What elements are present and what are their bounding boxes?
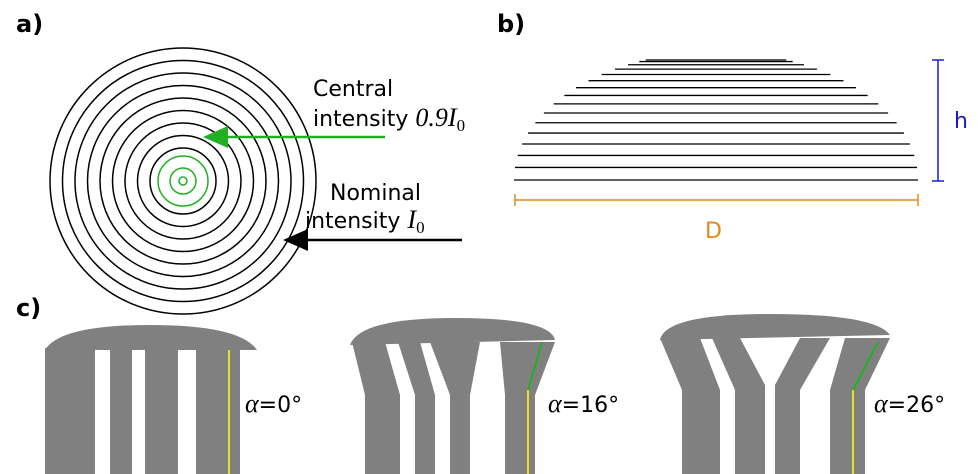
angle-value: =0° bbox=[259, 393, 302, 418]
annotation-text: intensity bbox=[313, 107, 408, 132]
angle-label: α=16° bbox=[548, 389, 619, 418]
ring bbox=[158, 156, 208, 206]
annotation: Central bbox=[313, 77, 393, 102]
ring bbox=[150, 148, 216, 214]
panel-label: c) bbox=[16, 294, 41, 322]
annotation-text: intensity bbox=[305, 209, 400, 234]
structure bbox=[45, 325, 257, 474]
annotation: intensity I0 bbox=[305, 205, 425, 237]
ring bbox=[63, 61, 304, 302]
dome-layers bbox=[514, 60, 918, 180]
math: 0.9 bbox=[415, 103, 448, 132]
annotation: intensity 0.9I0 bbox=[313, 103, 465, 135]
angle-label: α=0° bbox=[245, 389, 302, 418]
height-label: h bbox=[954, 109, 968, 134]
panel-label: b) bbox=[497, 10, 525, 38]
rings bbox=[50, 48, 316, 314]
angle-label: α=26° bbox=[874, 389, 945, 418]
figure: a) Central intensity 0.9I0 Nominal inten… bbox=[0, 0, 978, 474]
diameter-label: D bbox=[705, 219, 722, 244]
angle-value: =16° bbox=[562, 393, 619, 418]
annotation: Nominal bbox=[330, 181, 421, 206]
ring bbox=[170, 168, 196, 194]
height-dimension bbox=[932, 60, 944, 181]
ring bbox=[179, 177, 187, 185]
structure bbox=[660, 314, 890, 474]
panel-label: a) bbox=[16, 10, 43, 38]
structure bbox=[350, 318, 555, 474]
ring bbox=[75, 73, 291, 289]
arrowhead bbox=[203, 126, 228, 148]
ring bbox=[138, 136, 229, 227]
math-subscript: 0 bbox=[416, 218, 425, 237]
math-subscript: 0 bbox=[457, 116, 466, 135]
ring bbox=[88, 86, 279, 277]
angle-value: =26° bbox=[888, 393, 945, 418]
ring bbox=[113, 111, 254, 252]
ring bbox=[50, 48, 316, 314]
diameter-dimension bbox=[515, 194, 918, 206]
